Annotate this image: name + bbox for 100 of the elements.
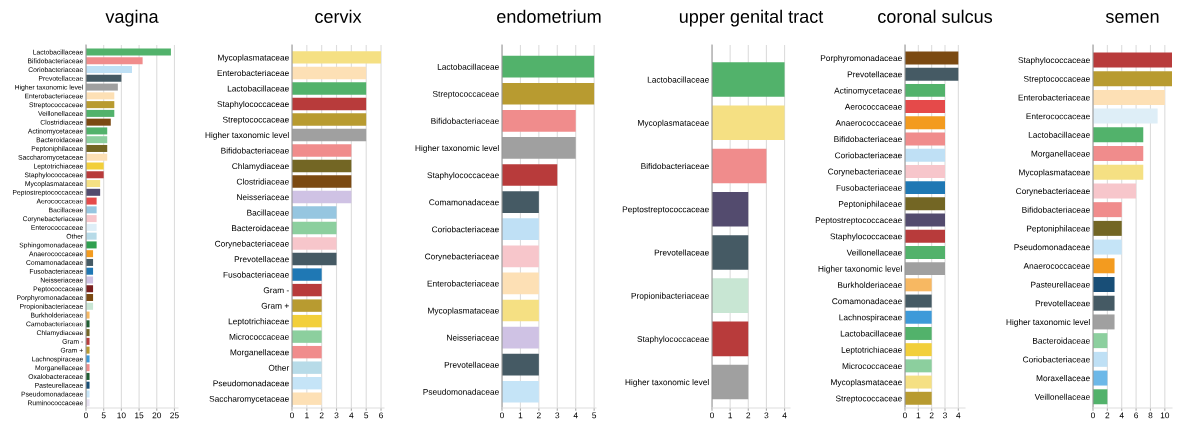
y-tick-label: Aerococcaceae — [844, 103, 902, 110]
y-tick-label: Propionibacteriaceae — [631, 292, 709, 301]
bar — [1093, 202, 1122, 218]
y-tick-label: Mycoplasmataceae — [638, 119, 709, 128]
y-tick-label: Peptoniphilaceae — [1026, 225, 1090, 234]
bar — [905, 213, 945, 227]
x-tick-label: 0 — [500, 412, 504, 419]
y-tick-label: Bacillaceae — [247, 209, 289, 216]
bar — [502, 353, 539, 376]
y-tick-label: Bacteroidaceae — [232, 225, 289, 232]
x-tick-label: 4 — [573, 412, 578, 419]
bar — [712, 62, 785, 97]
y-tick-label: Bifidobacteriaceae — [834, 135, 902, 143]
y-tick-label: Anaerococcaceae — [835, 120, 902, 126]
bar — [712, 191, 749, 227]
y-tick-label: Coriobacteriaceae — [432, 226, 499, 233]
y-tick-label: Clostridiaceae — [236, 178, 289, 185]
x-tick-label: 6 — [1134, 412, 1139, 419]
bar — [1093, 183, 1137, 199]
bar — [712, 148, 767, 184]
bar — [1093, 370, 1108, 386]
bar — [86, 180, 101, 188]
bar — [292, 144, 352, 157]
bar — [292, 221, 337, 235]
bar — [86, 206, 97, 214]
bar — [292, 175, 352, 188]
y-tick-label: Prevotellaceae — [654, 249, 709, 256]
x-tick-label: 10 — [117, 412, 126, 419]
y-tick-label: Mycoplasmataceae — [831, 379, 902, 387]
y-tick-label: Lactobacillaceae — [840, 330, 902, 337]
bar — [905, 148, 945, 162]
x-tick-label: 20 — [152, 412, 162, 419]
x-tick-label: 3 — [555, 412, 560, 419]
x-tick-label: 3 — [334, 412, 339, 419]
bar — [905, 391, 932, 405]
y-tick-label: Lactobacillaceae — [437, 63, 499, 70]
y-tick-label: Coriobacteriaceae — [1023, 356, 1090, 363]
x-tick-label: 5 — [101, 412, 106, 419]
bar — [86, 48, 171, 56]
bar — [292, 252, 337, 266]
bar — [292, 97, 367, 111]
y-tick-label: Burkholderiaceae — [838, 281, 902, 288]
bar — [905, 229, 945, 243]
bar — [292, 376, 322, 390]
chart-title: upper genital tract — [679, 9, 824, 27]
y-tick-label: Streptococcaceae — [432, 90, 499, 99]
x-tick-label: 2 — [1105, 412, 1110, 419]
y-tick-label: Bifidobacteriaceae — [1022, 206, 1090, 213]
bar — [1093, 71, 1172, 87]
bar — [502, 380, 539, 403]
x-tick-label: 3 — [943, 412, 947, 419]
bar — [1093, 52, 1172, 68]
bar — [1093, 239, 1122, 255]
y-tick-label: Coriobacteriaceae — [835, 152, 902, 159]
y-tick-label: Streptococcaceae — [222, 116, 289, 125]
y-tick-label: Higher taxonomic level — [625, 379, 709, 387]
y-tick-label: Lactobacillaceae — [227, 85, 289, 92]
bar — [905, 67, 959, 81]
y-tick-label: Prevotellaceae — [1035, 300, 1090, 307]
x-tick-label: 6 — [379, 412, 383, 419]
bar — [292, 237, 337, 250]
y-tick-label: Pasteurellaceae — [1031, 281, 1090, 288]
y-tick-label: Bifidobacteriaceae — [431, 117, 499, 124]
bar — [905, 278, 932, 292]
x-tick-label: 3 — [764, 412, 769, 419]
bar — [292, 283, 322, 297]
bar — [86, 144, 108, 152]
x-tick-label: 1 — [728, 412, 733, 419]
bar — [905, 245, 945, 259]
bar — [905, 375, 932, 389]
bar — [292, 82, 367, 95]
bar — [1093, 89, 1165, 105]
chart-title: endometrium — [497, 9, 601, 23]
chart-title: vagina — [105, 9, 159, 27]
y-tick-label: Lactobacillaceae — [647, 76, 709, 83]
bar — [905, 132, 945, 146]
bar — [86, 197, 97, 205]
bar — [502, 164, 558, 186]
bar — [502, 299, 539, 322]
bar — [1093, 295, 1115, 311]
bar — [502, 272, 539, 295]
y-tick-label: Enterobacteriaceae — [1018, 94, 1090, 101]
y-tick-label: Bifidobacteriaceae — [641, 162, 709, 170]
bar — [292, 314, 322, 328]
bar — [1093, 333, 1108, 349]
x-tick-label: 4 — [956, 412, 961, 419]
y-tick-label: Leptotrichiaceae — [228, 318, 289, 326]
bar — [86, 241, 97, 249]
bar — [86, 136, 108, 144]
x-tick-label: 0 — [903, 412, 907, 419]
y-tick-label: Veillonellaceae — [846, 249, 902, 256]
bar — [905, 51, 959, 65]
x-tick-label: 5 — [592, 412, 597, 419]
y-tick-label: Staphylococcaceae — [637, 335, 709, 344]
y-tick-label: Staphylococcaceae — [427, 172, 499, 180]
bar — [292, 330, 322, 343]
y-tick-label: Morganellaceae — [230, 349, 289, 357]
bar — [905, 326, 932, 340]
y-tick-label: Veillonellaceae — [1034, 393, 1090, 400]
y-tick-label: Fusobacteriaceae — [223, 271, 289, 278]
